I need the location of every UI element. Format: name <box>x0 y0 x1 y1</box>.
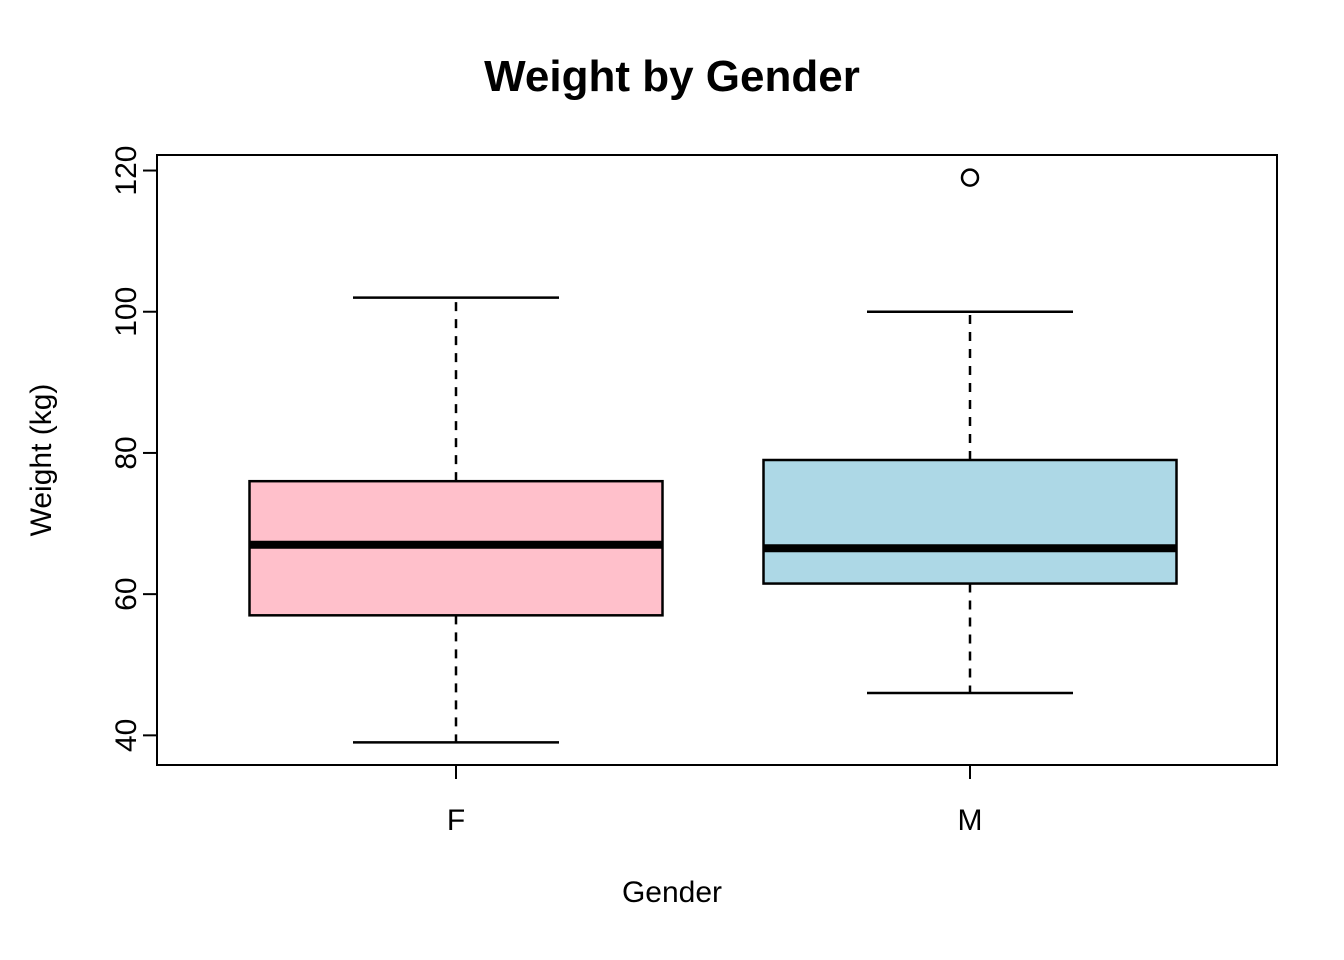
y-tick-label-60: 60 <box>110 577 143 610</box>
x-tick-label-F: F <box>447 804 465 837</box>
chart-title: Weight by Gender <box>484 52 860 101</box>
y-tick-label-40: 40 <box>110 719 143 752</box>
y-tick-label-100: 100 <box>110 287 143 337</box>
x-axis-title: Gender <box>621 876 723 909</box>
iqr-box-M <box>762 458 1178 585</box>
x-tick-label-M: M <box>958 804 983 837</box>
y-tick-label-80: 80 <box>110 436 143 469</box>
plot-frame <box>156 154 1278 766</box>
outlier-point-M-0 <box>960 168 980 187</box>
y-tick-label-120: 120 <box>110 146 143 196</box>
